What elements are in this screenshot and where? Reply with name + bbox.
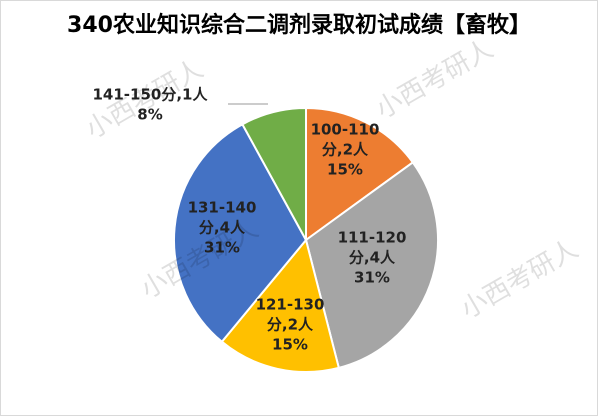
data-label: 141-150分,1人 [93,86,209,104]
chart-title: 340农业知识综合二调剂录取初试成绩【畜牧】 [67,12,531,38]
value-label: 15% [327,161,363,179]
value-label: 31% [204,239,240,257]
pie-slice [305,106,415,242]
value-label: 15% [272,336,308,354]
data-label: 131-140 [188,199,257,217]
value-label: 8% [137,106,162,124]
data-label: 100-110 [311,121,380,139]
data-label: 分,4人 [349,249,396,267]
value-label: 31% [354,269,390,287]
pie-slice [241,106,307,241]
pie-slice [173,122,308,344]
data-label: 111-120 [338,229,407,247]
data-label: 分,2人 [322,141,369,159]
pie-slice [304,161,439,370]
data-label: 分,4人 [199,219,246,237]
pie-slice [220,237,341,373]
data-label: 121-130 [256,296,325,314]
data-label: 分,2人 [267,316,314,334]
